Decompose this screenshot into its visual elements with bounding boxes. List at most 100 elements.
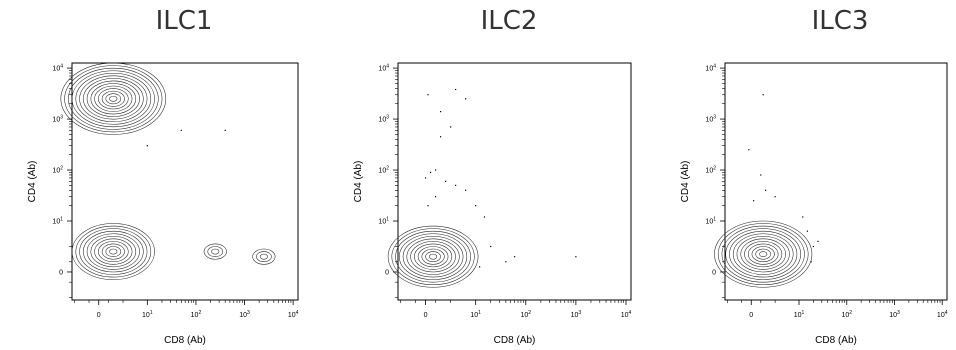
y-tick-label: 101 bbox=[52, 217, 63, 226]
x-tick-label: 104 bbox=[937, 310, 948, 319]
outlier-dot bbox=[774, 196, 776, 198]
y-tick-label: 0 bbox=[712, 269, 716, 276]
outlier-dot bbox=[427, 205, 429, 207]
contour-ring bbox=[391, 228, 475, 286]
contour-ring bbox=[421, 248, 445, 265]
contour-ring bbox=[387, 225, 479, 288]
outlier-dot bbox=[224, 129, 226, 131]
x-tick-label: 102 bbox=[191, 310, 202, 319]
contour-ring bbox=[71, 70, 155, 128]
contour-ring bbox=[90, 83, 137, 115]
contour-ring bbox=[744, 241, 783, 268]
contour-ring bbox=[203, 243, 227, 260]
contour-ring bbox=[79, 75, 148, 123]
contour-ring bbox=[211, 248, 220, 255]
contour-ring bbox=[417, 246, 449, 268]
x-tick-label: 102 bbox=[520, 310, 531, 319]
outlier-dot bbox=[748, 149, 750, 151]
x-tick-label: 101 bbox=[794, 310, 805, 319]
contour-ring bbox=[83, 78, 144, 120]
outlier-dot bbox=[479, 266, 481, 268]
x-tick-label: 101 bbox=[142, 310, 153, 319]
outlier-dot bbox=[439, 136, 442, 138]
x-tick-label: 103 bbox=[239, 310, 250, 319]
y-tick-label: 102 bbox=[378, 166, 389, 175]
contour-ring bbox=[86, 233, 140, 270]
y-tick-label: 0 bbox=[385, 269, 389, 276]
outlier-dot bbox=[475, 205, 477, 207]
y-tick-label: 103 bbox=[378, 115, 389, 124]
y-tick-label: 101 bbox=[378, 217, 389, 226]
plot-frame bbox=[724, 62, 948, 301]
contour-ring bbox=[747, 243, 779, 265]
contour-ring bbox=[86, 80, 140, 117]
y-axis-label: CD4 (Ab) bbox=[353, 161, 364, 203]
x-tick-label: 101 bbox=[470, 310, 481, 319]
panel-title-ilc2: ILC2 bbox=[480, 6, 538, 36]
y-tick-label: 104 bbox=[378, 64, 389, 73]
outlier-dot bbox=[505, 261, 507, 263]
contour-ring bbox=[736, 236, 790, 273]
outlier-dot bbox=[455, 88, 457, 91]
outlier-dot bbox=[180, 129, 182, 131]
contour-ring bbox=[714, 220, 813, 288]
y-axis-label: CD4 (Ab) bbox=[27, 161, 38, 203]
contour-ring bbox=[740, 238, 786, 270]
x-axis-label: CD8 (Ab) bbox=[815, 335, 857, 346]
panel-title-ilc1: ILC1 bbox=[155, 6, 213, 36]
contour-ring bbox=[425, 251, 441, 263]
contour-ring bbox=[751, 246, 775, 263]
contour-ring bbox=[729, 230, 798, 278]
contour-ring bbox=[256, 251, 272, 263]
contour-ring bbox=[109, 248, 118, 255]
contour-ring bbox=[94, 85, 133, 112]
x-axis-label: CD8 (Ab) bbox=[164, 335, 206, 346]
contour-ring bbox=[60, 62, 167, 135]
outlier-dot bbox=[434, 169, 437, 171]
contour-ring bbox=[101, 243, 125, 260]
contour-ring bbox=[410, 241, 456, 273]
y-tick-label: 101 bbox=[705, 217, 716, 226]
contour-ring bbox=[90, 236, 137, 268]
x-tick-label: 0 bbox=[97, 312, 101, 319]
contour-ring bbox=[71, 223, 155, 280]
outlier-dot bbox=[806, 230, 809, 232]
outlier-dot bbox=[760, 174, 762, 176]
x-axis-label: CD8 (Ab) bbox=[494, 335, 536, 346]
y-tick-label: 102 bbox=[705, 166, 716, 175]
outlier-dot bbox=[764, 189, 767, 191]
outlier-dot bbox=[514, 256, 516, 258]
outlier-dot bbox=[802, 216, 804, 218]
contour-ring bbox=[94, 238, 133, 265]
x-tick-label: 103 bbox=[571, 310, 582, 319]
contour-ring bbox=[98, 241, 129, 263]
contour-ring bbox=[414, 243, 453, 270]
x-tick-label: 0 bbox=[424, 312, 428, 319]
outlier-dot bbox=[753, 200, 755, 202]
contour-ring bbox=[79, 228, 148, 275]
outlier-dot bbox=[465, 189, 467, 191]
y-tick-label: 102 bbox=[52, 166, 63, 175]
outlier-dot bbox=[817, 240, 819, 242]
contour-ring bbox=[395, 230, 471, 283]
contour-ring bbox=[732, 233, 794, 275]
contour-ring bbox=[725, 228, 801, 280]
contour-ring bbox=[105, 246, 122, 257]
x-tick-label: 104 bbox=[288, 310, 299, 319]
contour-ring bbox=[98, 88, 129, 110]
contour-ring bbox=[68, 67, 159, 130]
contour-ring bbox=[83, 230, 144, 273]
outlier-dot bbox=[762, 94, 764, 96]
contour-ring bbox=[75, 225, 152, 278]
outlier-dot bbox=[465, 98, 467, 100]
contour-ring bbox=[717, 223, 809, 286]
contour-ring bbox=[64, 65, 163, 133]
y-axis-label: CD4 (Ab) bbox=[680, 161, 691, 203]
contour-ring bbox=[105, 93, 122, 105]
outlier-dot bbox=[812, 245, 814, 248]
contour-ring bbox=[101, 90, 125, 107]
contour-ring bbox=[755, 248, 771, 260]
contour-ring bbox=[259, 253, 268, 260]
outlier-dot bbox=[429, 171, 432, 173]
